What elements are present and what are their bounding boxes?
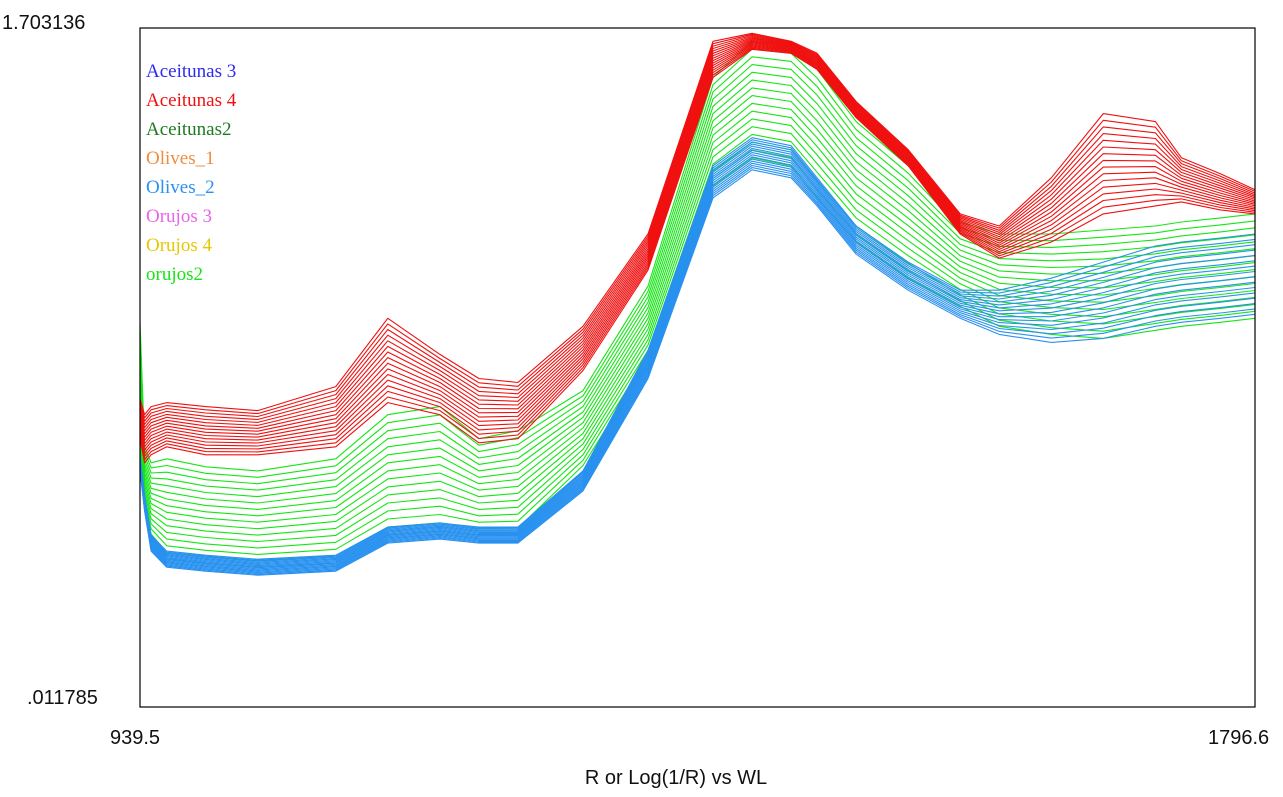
spectrum-line bbox=[139, 154, 1256, 569]
spectrum-line bbox=[139, 79, 1256, 504]
spectrum-line bbox=[139, 48, 1256, 478]
legend: Aceitunas 3 Aceitunas 4 Aceitunas2 Olives_1… bbox=[146, 61, 237, 285]
spectrum-line bbox=[139, 156, 1256, 570]
legend-item: Olives_2 bbox=[146, 177, 215, 198]
spectrum-line bbox=[139, 87, 1256, 510]
spectrum-line bbox=[139, 34, 1256, 422]
spectrum-line bbox=[139, 102, 1256, 523]
spectrum-line bbox=[139, 35, 1256, 425]
legend-item: Aceitunas 3 bbox=[146, 61, 236, 82]
legend-item: Orujos 4 bbox=[146, 235, 212, 256]
spectrum-line bbox=[139, 40, 1256, 438]
legend-item: Olives_1 bbox=[146, 148, 215, 169]
spectrum-line bbox=[139, 149, 1256, 567]
spectrum-line bbox=[139, 95, 1256, 517]
series-olives-2 bbox=[139, 137, 1256, 576]
spectrum-line bbox=[139, 145, 1256, 565]
spectrum-line bbox=[139, 160, 1256, 572]
spectrum-line bbox=[139, 158, 1256, 571]
legend-item: Aceitunas2 bbox=[146, 119, 231, 140]
spectrum-line bbox=[139, 141, 1256, 562]
x-axis-label: R or Log(1/R) vs WL bbox=[585, 767, 767, 789]
spectrum-line bbox=[139, 164, 1256, 574]
y-min-tick-label: .011785 bbox=[27, 687, 98, 709]
y-max-tick-label: 1.703136 bbox=[2, 12, 85, 34]
spectrum-line bbox=[139, 126, 1256, 543]
spectrum-line bbox=[139, 44, 1256, 451]
spectrum-line bbox=[139, 48, 1256, 464]
spectrum-line bbox=[139, 162, 1256, 573]
spectrum-line bbox=[139, 143, 1256, 563]
spectrum-line bbox=[139, 39, 1256, 435]
spectrum-line bbox=[139, 137, 1256, 560]
spectrum-line bbox=[139, 37, 1256, 429]
spectrum-line bbox=[139, 42, 1256, 445]
series-layer bbox=[139, 32, 1256, 576]
spectrum-line bbox=[139, 152, 1256, 568]
spectrum-line bbox=[139, 118, 1256, 536]
spectrum-line bbox=[139, 38, 1256, 432]
series-orujos2 bbox=[139, 40, 1256, 568]
spectrum-line bbox=[139, 32, 1256, 416]
spectrum-line bbox=[139, 33, 1256, 419]
spectrum-line bbox=[139, 46, 1256, 457]
spectrum-line bbox=[139, 64, 1256, 491]
x-max-tick-label: 1796.6 bbox=[1208, 727, 1269, 749]
x-min-tick-label: 939.5 bbox=[110, 727, 160, 749]
spectrum-line bbox=[139, 41, 1256, 441]
spectrum-line bbox=[139, 139, 1256, 561]
plot-frame bbox=[139, 27, 1256, 708]
spectrum-line bbox=[139, 43, 1256, 448]
series-aceitunas-4 bbox=[139, 32, 1256, 464]
spectrum-line bbox=[139, 71, 1256, 498]
spectrum-line bbox=[139, 56, 1256, 485]
spectrum-line bbox=[139, 47, 1256, 461]
legend-item: orujos2 bbox=[146, 264, 203, 285]
legend-item: Orujos 3 bbox=[146, 206, 212, 227]
spectrum-line bbox=[139, 167, 1256, 575]
spectrum-line bbox=[139, 169, 1256, 576]
spectrum-line bbox=[139, 110, 1256, 530]
spectrum-line bbox=[139, 147, 1256, 566]
legend-item: Aceitunas 4 bbox=[146, 90, 237, 111]
spectrum-line bbox=[139, 45, 1256, 454]
